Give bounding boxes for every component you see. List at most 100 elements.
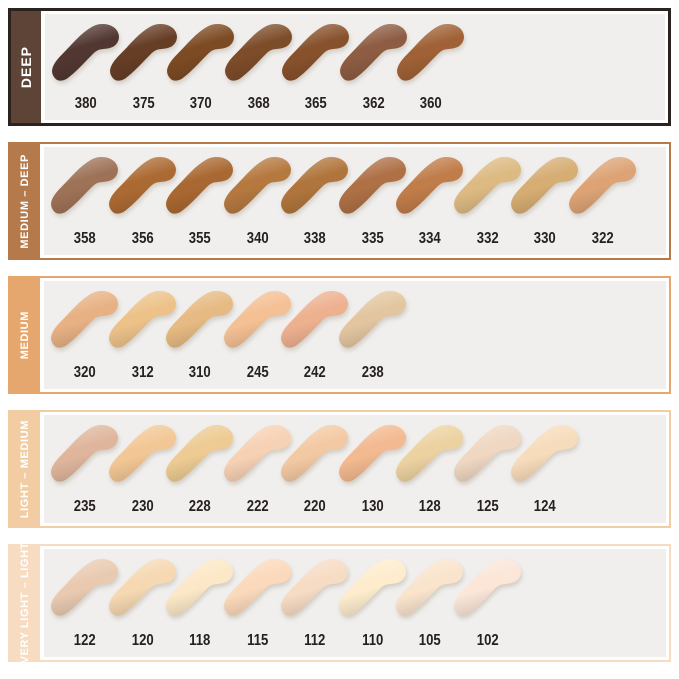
shade-number: 130 <box>361 498 384 515</box>
shade-number: 230 <box>131 498 154 515</box>
shade-number: 365 <box>304 95 327 112</box>
shade-number: 334 <box>418 230 441 247</box>
shade-row-label: MEDIUM <box>19 310 31 360</box>
shade-number: 110 <box>361 632 383 649</box>
shade-swatch-228: 228 <box>166 415 233 523</box>
shade-number: 222 <box>246 498 269 515</box>
shade-number: 125 <box>476 498 499 515</box>
shade-swatch-338: 338 <box>281 147 348 255</box>
shade-swatch-380: 380 <box>52 14 119 120</box>
shade-number: 358 <box>73 230 96 247</box>
shade-swatch-310: 310 <box>166 281 233 389</box>
shade-number: 375 <box>132 95 155 112</box>
shade-swatch-375: 375 <box>109 14 177 120</box>
shade-swatch-125: 125 <box>453 415 521 523</box>
shade-number: 118 <box>189 632 211 649</box>
shade-swatch-115: 115 <box>223 549 291 657</box>
shade-swatch-320: 320 <box>51 281 118 389</box>
shade-number: 310 <box>188 364 211 381</box>
shade-swatch-118: 118 <box>166 549 233 657</box>
shade-row-panel: 358 356 355 340 338 <box>44 147 666 255</box>
shade-row-panel: 320 312 310 245 242 <box>44 281 666 389</box>
shade-number: 122 <box>73 632 96 649</box>
shade-swatch-242: 242 <box>281 281 348 389</box>
shade-swatch-105: 105 <box>396 549 463 657</box>
shade-swatch-130: 130 <box>338 415 406 523</box>
shade-swatch-330: 330 <box>511 147 578 255</box>
shade-number: 238 <box>361 364 384 381</box>
shade-number: 128 <box>418 498 441 515</box>
shade-number: 355 <box>188 230 211 247</box>
shade-number: 320 <box>73 364 96 381</box>
shade-swatch-368: 368 <box>224 14 292 120</box>
shade-row-label: DEEP <box>18 45 34 89</box>
shade-number: 338 <box>303 230 326 247</box>
shade-row-panel: 235 230 228 222 220 <box>44 415 666 523</box>
shade-number: 362 <box>362 95 385 112</box>
shade-row-light-medium: LIGHT – MEDIUM 235 230 228 <box>8 410 671 528</box>
shade-swatch-120: 120 <box>108 549 176 657</box>
shade-swatch-358: 358 <box>51 147 118 255</box>
shade-number: 124 <box>533 498 556 515</box>
shade-number: 228 <box>188 498 211 515</box>
shade-number: 335 <box>361 230 384 247</box>
shade-number: 332 <box>476 230 499 247</box>
shade-row-label: MEDIUM – DEEP <box>19 153 31 249</box>
shade-number: 102 <box>476 632 499 649</box>
shade-number: 368 <box>247 95 270 112</box>
shade-swatch-312: 312 <box>108 281 176 389</box>
shade-row-sidebar: MEDIUM <box>10 278 40 392</box>
shade-row-label: LIGHT – MEDIUM <box>19 419 31 519</box>
shade-swatch-124: 124 <box>511 415 578 523</box>
shade-row-very-light-light: VERY LIGHT – LIGHT 122 120 118 <box>8 542 671 664</box>
shade-number: 245 <box>246 364 269 381</box>
shade-number: 330 <box>533 230 556 247</box>
shade-row-sidebar: VERY LIGHT – LIGHT <box>10 542 40 664</box>
shade-row-medium-deep: MEDIUM – DEEP 358 356 355 <box>8 142 671 260</box>
shade-row-label: VERY LIGHT – LIGHT <box>19 542 31 664</box>
shade-number: 115 <box>246 632 268 649</box>
shade-row-sidebar: MEDIUM – DEEP <box>10 144 40 258</box>
shade-row-sidebar: DEEP <box>11 11 41 123</box>
foundation-smear-icon <box>397 24 464 81</box>
shade-swatch-102: 102 <box>453 549 521 657</box>
shade-swatch-334: 334 <box>396 147 463 255</box>
shade-row-sidebar: LIGHT – MEDIUM <box>10 412 40 526</box>
shade-swatch-220: 220 <box>281 415 348 523</box>
shade-number: 380 <box>74 95 97 112</box>
shade-row-panel: 380 375 370 368 365 <box>45 14 665 120</box>
shade-row-medium: MEDIUM 320 312 310 245 <box>8 276 671 394</box>
shade-number: 370 <box>189 95 212 112</box>
shade-number: 105 <box>418 632 441 649</box>
shade-number: 340 <box>246 230 269 247</box>
shade-row-panel: 122 120 118 115 112 <box>44 549 666 657</box>
shade-swatch-360: 360 <box>397 14 464 120</box>
shade-swatch-370: 370 <box>167 14 234 120</box>
foundation-smear-icon <box>568 157 636 214</box>
shade-number: 220 <box>303 498 326 515</box>
shade-swatch-222: 222 <box>223 415 291 523</box>
shade-swatch-128: 128 <box>396 415 463 523</box>
shade-number: 360 <box>419 95 442 112</box>
shade-number: 112 <box>304 632 326 649</box>
shade-swatch-110: 110 <box>338 549 406 657</box>
shade-swatch-122: 122 <box>51 549 118 657</box>
shade-number: 235 <box>73 498 96 515</box>
shade-number: 242 <box>303 364 326 381</box>
shade-swatch-356: 356 <box>108 147 176 255</box>
foundation-smear-icon <box>511 425 578 482</box>
shade-swatch-365: 365 <box>282 14 349 120</box>
foundation-smear-icon <box>338 291 406 348</box>
shade-swatch-112: 112 <box>281 549 348 657</box>
shade-row-deep: DEEP 380 375 370 368 <box>8 8 671 126</box>
foundation-smear-icon <box>453 559 521 616</box>
shade-swatch-340: 340 <box>223 147 291 255</box>
shade-number: 322 <box>591 230 614 247</box>
shade-swatch-235: 235 <box>51 415 118 523</box>
shade-number: 356 <box>131 230 154 247</box>
shade-swatch-230: 230 <box>108 415 176 523</box>
shade-swatch-322: 322 <box>568 147 636 255</box>
shade-number: 120 <box>131 632 154 649</box>
shade-swatch-362: 362 <box>339 14 407 120</box>
shade-swatch-238: 238 <box>338 281 406 389</box>
